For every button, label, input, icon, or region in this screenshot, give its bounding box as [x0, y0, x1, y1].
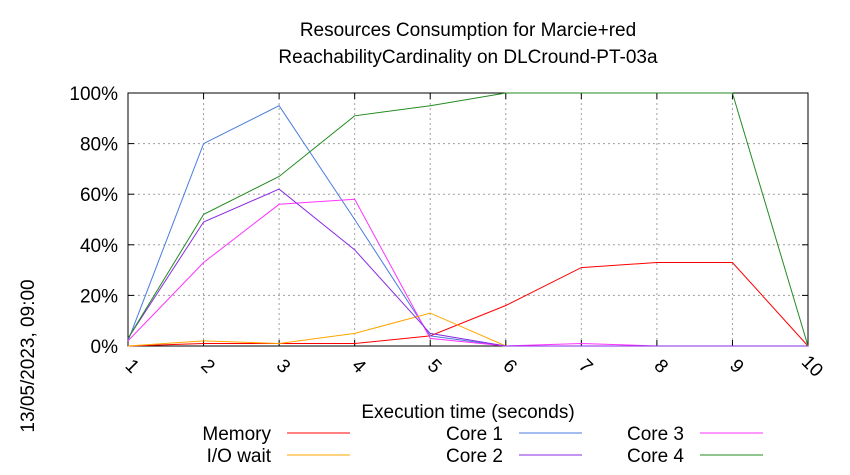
legend-label-core-3: Core 3 — [627, 424, 684, 445]
axes — [127, 92, 809, 347]
x-tick-label: 9 — [725, 355, 747, 377]
legend: Memory Core 1 Core 3 I/O wait Core 2 Core 4 — [202, 424, 763, 467]
series-line-core-3 — [127, 198, 808, 347]
chart-title-line2: ReachabilityCardinality on DLCround-PT-0… — [278, 47, 658, 68]
legend-label-memory: Memory — [202, 424, 271, 445]
x-tick-label: 6 — [499, 355, 521, 377]
x-tick-label: 4 — [347, 355, 370, 378]
series-line-core-4 — [127, 92, 809, 347]
y-tick-label: 20% — [80, 286, 118, 307]
x-tick-label: 2 — [196, 355, 218, 377]
y-tick-label: 60% — [80, 185, 118, 206]
series-lines — [127, 92, 809, 347]
legend-label-core-1: Core 1 — [446, 424, 503, 445]
x-tick-label: 10 — [797, 352, 827, 382]
x-tick-label: 3 — [272, 355, 294, 377]
x-tick-label: 7 — [574, 355, 596, 377]
y-tick-label: 80% — [80, 135, 118, 156]
y-tick-labels: 0% 20% 40% 60% 80% 100% — [69, 84, 118, 358]
y-tick-label: 40% — [80, 236, 118, 257]
x-tick-labels: 1 2 3 4 5 6 7 8 9 10 — [121, 352, 827, 382]
series-line-memory — [127, 262, 809, 347]
x-tick-label: 1 — [121, 355, 143, 377]
legend-label-core-4: Core 4 — [627, 446, 684, 467]
plot-border — [127, 92, 809, 347]
series-line-core-1 — [127, 105, 808, 347]
x-axis-label: Execution time (seconds) — [361, 402, 574, 423]
legend-label-i-o-wait: I/O wait — [207, 446, 272, 467]
x-tick-label: 8 — [650, 355, 672, 377]
side-timestamp-label: 13/05/2023, 09:00 — [18, 279, 39, 432]
chart-title-line1: Resources Consumption for Marcie+red — [300, 20, 636, 41]
grid — [128, 93, 808, 346]
y-tick-label: 100% — [69, 84, 118, 105]
series-line-core-2 — [127, 188, 808, 347]
x-tick-label: 5 — [423, 355, 445, 377]
legend-label-core-2: Core 2 — [446, 446, 503, 467]
y-tick-label: 0% — [91, 337, 119, 358]
